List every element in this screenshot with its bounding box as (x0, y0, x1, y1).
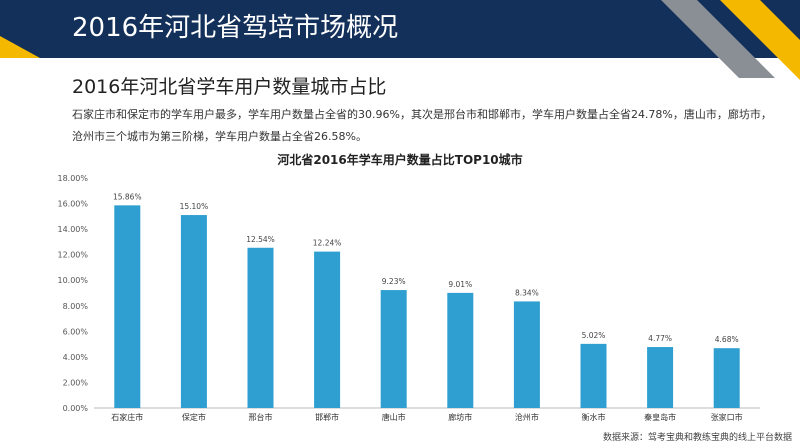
bar-value-label: 15.10% (180, 202, 209, 211)
bar-value-label: 9.23% (382, 277, 406, 286)
x-category-label: 秦皇岛市 (644, 412, 676, 422)
bar (314, 251, 341, 408)
y-tick-label: 0.00% (63, 404, 89, 413)
y-tick-label: 10.00% (57, 276, 88, 285)
right-gray-stripe (661, 0, 775, 78)
bar-value-label: 4.68% (715, 335, 739, 344)
left-accent-stripe (0, 36, 40, 58)
bar (447, 292, 474, 408)
bar-value-label: 12.24% (313, 239, 342, 248)
x-category-label: 沧州市 (515, 412, 539, 422)
x-category-label: 唐山市 (382, 412, 406, 422)
corner-decoration (0, 0, 800, 80)
bar-chart: 河北省2016年学车用户数量占比TOP10城市 0.00% 2.00% 4.00% 6.… (57, 152, 760, 422)
section-description: 石家庄市和保定市的学车用户最多，学车用户数量占全省的30.96%，其次是邢台市和… (72, 108, 772, 143)
section-subtitle: 2016年河北省学车用户数量城市占比 (72, 76, 387, 98)
y-tick-label: 16.00% (57, 200, 88, 209)
chart-title: 河北省2016年学车用户数量占比TOP10城市 (276, 152, 522, 167)
bar-value-label: 8.34% (515, 288, 539, 297)
x-category-label: 邯郸市 (315, 412, 339, 422)
y-tick-label: 18.00% (57, 174, 88, 183)
bar (247, 247, 274, 408)
bar-value-label: 9.01% (448, 280, 472, 289)
page-title: 2016年河北省驾培市场概况 (72, 13, 399, 43)
y-tick-label: 14.00% (57, 225, 88, 234)
y-tick-label: 4.00% (63, 353, 89, 362)
bar (647, 347, 674, 408)
x-category-label: 石家庄市 (111, 412, 143, 422)
y-tick-label: 12.00% (57, 251, 88, 260)
x-category-label: 衡水市 (582, 412, 606, 422)
bar-value-label: 15.86% (113, 192, 142, 201)
bar-value-label: 12.54% (246, 235, 275, 244)
bar (713, 348, 740, 408)
bar (180, 215, 207, 408)
bar (580, 343, 607, 408)
bar (513, 301, 540, 408)
header-bar: 2016年河北省驾培市场概况 (0, 0, 800, 58)
bar-value-label: 4.77% (648, 334, 672, 343)
bar (114, 205, 141, 408)
right-yellow-stripe (720, 0, 800, 80)
y-tick-label: 2.00% (63, 378, 89, 387)
x-category-label: 廊坊市 (448, 412, 472, 422)
x-category-label: 邢台市 (249, 412, 273, 422)
bar-value-label: 5.02% (582, 331, 606, 340)
y-tick-label: 6.00% (63, 327, 89, 336)
x-category-label: 张家口市 (711, 412, 743, 422)
y-tick-label: 8.00% (63, 302, 89, 311)
bar (380, 290, 407, 408)
x-category-label: 保定市 (182, 412, 206, 422)
data-source: 数据来源：驾考宝典和教练宝典的线上平台数据 (602, 433, 792, 443)
